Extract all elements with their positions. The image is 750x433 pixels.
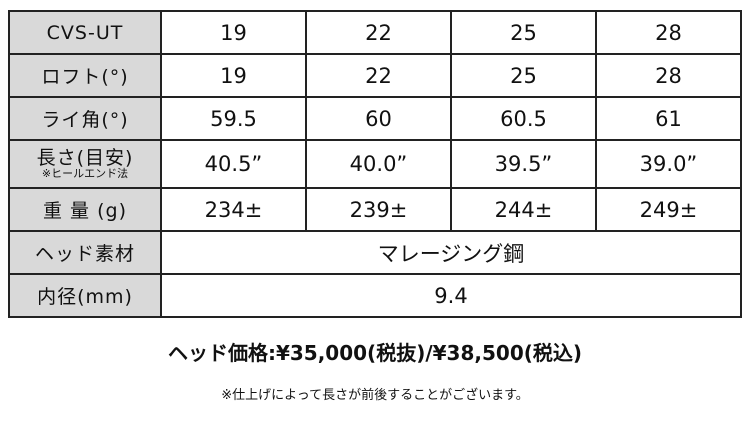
- table-row: ヘッド素材 マレージング鋼: [8, 230, 742, 275]
- row-label: 長さ(目安) ※ヒールエンド法: [8, 139, 162, 189]
- cell: 40.0”: [305, 139, 452, 189]
- cell: 60.5: [450, 96, 597, 141]
- cell: 234±: [160, 187, 307, 232]
- diameter-value: 9.4: [160, 273, 742, 318]
- length-label: 長さ(目安): [36, 147, 134, 169]
- row-label: ライ角(°): [8, 96, 162, 141]
- cell: 40.5”: [160, 139, 307, 189]
- cell: 39.5”: [450, 139, 597, 189]
- loft-header: 22: [305, 10, 452, 55]
- row-label: 重 量 (g): [8, 187, 162, 232]
- model-label: CVS-UT: [8, 10, 162, 55]
- material-value: マレージング鋼: [160, 230, 742, 275]
- cell: 25: [450, 53, 597, 98]
- row-label: ロフト(°): [8, 53, 162, 98]
- spec-table: CVS-UT 19 22 25 28 ロフト(°) 19 22 25 28 ライ…: [8, 10, 742, 318]
- cell: 60: [305, 96, 452, 141]
- cell: 22: [305, 53, 452, 98]
- row-label: 内径(mm): [8, 273, 162, 318]
- length-sublabel: ※ヒールエンド法: [41, 167, 129, 180]
- cell: 39.0”: [595, 139, 742, 189]
- cell: 59.5: [160, 96, 307, 141]
- table-header-row: CVS-UT 19 22 25 28: [8, 10, 742, 55]
- table-row: 長さ(目安) ※ヒールエンド法 40.5” 40.0” 39.5” 39.0”: [8, 139, 742, 189]
- table-row: 内径(mm) 9.4: [8, 273, 742, 318]
- cell: 61: [595, 96, 742, 141]
- table-row: 重 量 (g) 234± 239± 244± 249±: [8, 187, 742, 232]
- table-row: ライ角(°) 59.5 60 60.5 61: [8, 96, 742, 141]
- table-row: ロフト(°) 19 22 25 28: [8, 53, 742, 98]
- loft-header: 25: [450, 10, 597, 55]
- loft-header: 28: [595, 10, 742, 55]
- cell: 19: [160, 53, 307, 98]
- cell: 239±: [305, 187, 452, 232]
- cell: 28: [595, 53, 742, 98]
- head-price: ヘッド価格:¥35,000(税抜)/¥38,500(税込): [167, 341, 583, 365]
- row-label: ヘッド素材: [8, 230, 162, 275]
- footnote: ※仕上げによって長さが前後することがございます。: [221, 388, 529, 403]
- loft-header: 19: [160, 10, 307, 55]
- cell: 244±: [450, 187, 597, 232]
- cell: 249±: [595, 187, 742, 232]
